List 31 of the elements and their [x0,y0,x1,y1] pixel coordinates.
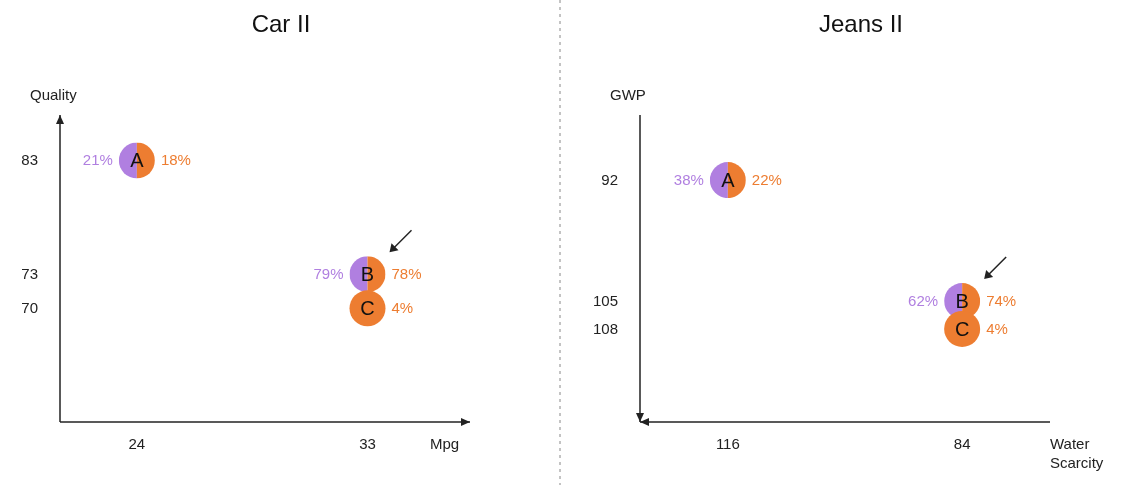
annotation: C [360,297,375,320]
annotation: A [130,149,145,172]
chart-title: Jeans II [818,10,904,37]
annotation: 4% [391,299,414,317]
y-tick-label: 83 [21,151,38,169]
annotation: C [954,317,970,340]
y-tick-label: 70 [21,299,38,317]
y-tick-label: 108 [592,319,618,337]
chart-title: Car II [251,10,311,37]
annotation: 78% [391,265,422,283]
y-axis-title: GWP [610,86,646,103]
annotation: A [721,169,736,192]
annotation: 21% [82,151,113,169]
y-tick-label: 73 [21,265,38,283]
annotation: 74% [986,292,1017,310]
y-axis-title: Quality [30,86,78,103]
x-tick-label: 33 [359,435,376,452]
annotation: 79% [313,265,344,283]
x-tick-label: 84 [953,435,971,452]
annotation: 38% [673,171,704,189]
annotation: 62% [908,292,939,310]
x-axis-title: Mpg [430,435,460,452]
x-axis-title: Water Scarcity [1050,435,1104,471]
y-tick-label: 92 [601,171,618,189]
annotation: 18% [160,151,191,169]
x-tick-label: 24 [128,435,146,452]
annotation: 22% [751,171,782,189]
y-tick-label: 105 [592,292,618,310]
annotation: 4% [986,319,1008,337]
annotation: B [360,263,375,286]
x-tick-label: 116 [715,435,740,452]
